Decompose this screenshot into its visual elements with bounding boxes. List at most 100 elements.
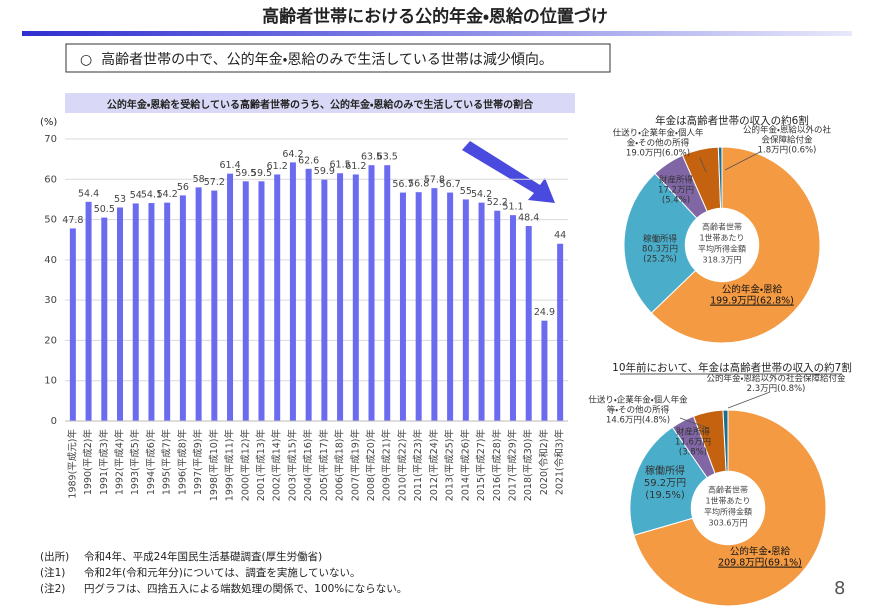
bar xyxy=(179,195,186,421)
slice-name: 財産所得 xyxy=(658,175,693,186)
bar xyxy=(101,217,108,421)
bar xyxy=(541,320,548,421)
data-label: 56.8 xyxy=(408,179,429,190)
leader-line xyxy=(724,151,761,171)
bar xyxy=(132,203,139,421)
center-label: 1世帯あたり xyxy=(699,233,744,243)
data-label: 51.1 xyxy=(502,202,523,213)
y-tick-label: 20 xyxy=(44,335,57,346)
trend-arrow xyxy=(462,141,555,203)
data-label: 54.4 xyxy=(78,188,99,199)
x-tick-label: 1989(平成元)年 xyxy=(66,429,78,499)
data-label: 61.4 xyxy=(219,160,240,171)
center-label: 303.6万円 xyxy=(709,519,748,528)
x-tick-label: 1995(平成7)年 xyxy=(161,429,173,496)
x-tick-label: 2005(平成17)年 xyxy=(318,429,330,502)
data-label: 24.9 xyxy=(534,307,555,318)
pie-center xyxy=(690,470,766,546)
bar xyxy=(211,190,218,421)
data-label: 61.2 xyxy=(267,161,288,172)
bar xyxy=(242,181,249,421)
bar xyxy=(462,199,469,421)
bar xyxy=(525,226,532,421)
subtitle-box xyxy=(65,43,611,73)
x-tick-label: 2015(平成27)年 xyxy=(475,429,487,502)
x-tick-label: 2012(平成24)年 xyxy=(428,429,440,502)
x-tick-label: 2014(平成26)年 xyxy=(459,429,471,502)
data-label: 63.5 xyxy=(377,152,398,163)
x-tick-label: 2016(平成28)年 xyxy=(491,429,503,502)
x-tick-label: 1998(平成10)年 xyxy=(208,429,220,502)
data-label: 64.2 xyxy=(282,149,303,160)
x-tick-label: 2020(令和2)年 xyxy=(538,429,550,496)
bar xyxy=(494,210,501,421)
data-label: 59.5 xyxy=(235,168,256,179)
bar xyxy=(227,173,234,421)
center-label: 平均所得金額 xyxy=(698,244,746,254)
chart-title-band xyxy=(65,93,575,113)
slide-title: 高齢者世帯における公的年金・恩給の位置づけ xyxy=(262,7,608,27)
y-tick-label: 50 xyxy=(44,215,57,226)
bar xyxy=(195,187,202,421)
bar xyxy=(415,192,422,421)
slice-value: 11.6万円(3.8%) xyxy=(675,437,711,459)
x-tick-label: 2007(平成19)年 xyxy=(349,429,361,502)
slice-value: 209.8万円(69.1%) xyxy=(718,558,802,569)
data-label: 58 xyxy=(193,174,205,185)
leader-line xyxy=(727,391,771,409)
x-tick-label: 2003(平成15)年 xyxy=(286,429,298,502)
slice-value: 59.2万円(19.5%) xyxy=(643,478,687,501)
slice-label: 公的年金・恩給以外の社会保障給付金 2.3万円(0.8%) xyxy=(696,374,856,394)
x-tick-label: 2017(平成29)年 xyxy=(506,429,518,502)
slice-value: 1.8万円(0.6%) xyxy=(757,146,817,157)
center-label: 高齢者世帯 xyxy=(708,485,748,495)
x-tick-label: 2021(令和3)年 xyxy=(554,429,566,496)
bar xyxy=(447,192,454,421)
bar xyxy=(557,243,564,421)
bar xyxy=(321,179,328,421)
slice-name: 稼働所得 xyxy=(645,466,685,477)
bar xyxy=(117,207,124,421)
slice-name: 公的年金・恩給以外の社会保障給付金 xyxy=(743,125,831,146)
note-text: 令和2年(令和元年分)については、調査を実施していない。 xyxy=(84,567,361,579)
data-label: 52.2 xyxy=(487,197,508,208)
bar xyxy=(399,192,406,421)
data-label: 54.1 xyxy=(141,190,162,201)
x-tick-label: 1990(平成2)年 xyxy=(82,429,94,496)
center-label: 318.3万円 xyxy=(703,256,742,265)
data-label: 44 xyxy=(554,230,566,241)
bar xyxy=(509,215,516,421)
x-tick-label: 2009(平成21)年 xyxy=(381,429,393,502)
bar xyxy=(258,181,265,421)
slice-label: 公的年金・恩給 199.9万円(62.8%) xyxy=(707,285,797,308)
data-label: 61.2 xyxy=(345,161,366,172)
x-tick-label: 2018(平成30)年 xyxy=(522,429,534,502)
x-tick-label: 2002(平成14)年 xyxy=(271,429,283,502)
x-tick-label: 1999(平成11)年 xyxy=(224,429,236,502)
data-label: 56.7 xyxy=(440,179,461,190)
data-label: 63.5 xyxy=(361,152,382,163)
subtitle-text: 高齢者世帯の中で、公的年金・恩給のみで生活している世帯は減少傾向。 xyxy=(101,52,553,68)
pie-title: 10年前において、年金は高齢者世帯の収入の約7割 xyxy=(612,362,852,374)
data-label: 54.2 xyxy=(471,189,492,200)
note-text: 令和4年、平成24年国民生活基礎調査(厚生労働省) xyxy=(84,551,323,563)
x-tick-label: 1994(平成6)年 xyxy=(145,429,157,496)
data-label: 50.5 xyxy=(94,204,115,215)
subtitle: ○ 高齢者世帯の中で、公的年金・恩給のみで生活している世帯は減少傾向。 xyxy=(80,49,553,69)
slice-label: 仕送り・企業年金・個人年金等・その他の所得 14.6万円(4.8%) xyxy=(588,396,688,427)
header-rule xyxy=(22,31,852,36)
y-tick-label: 70 xyxy=(44,134,57,145)
bar xyxy=(337,173,344,421)
x-tick-label: 1996(平成8)年 xyxy=(176,429,188,496)
y-axis-label: (%) xyxy=(40,117,58,128)
page-number: 8 xyxy=(834,578,846,599)
note-label: (注1) xyxy=(40,567,66,579)
slice-label: 仕送り・企業年金・個人年金・その他の所得 19.0万円(6.0%) xyxy=(608,129,708,160)
note: (出所) 令和4年、平成24年国民生活基礎調査(厚生労働省) xyxy=(40,549,322,564)
note-text: 円グラフは、四捨五入による端数処理の関係で、100%にならない。 xyxy=(84,583,408,595)
slice-name: 稼働所得 xyxy=(642,234,677,245)
data-label: 47.8 xyxy=(62,215,83,226)
x-tick-label: 1992(平成4)年 xyxy=(114,429,126,496)
